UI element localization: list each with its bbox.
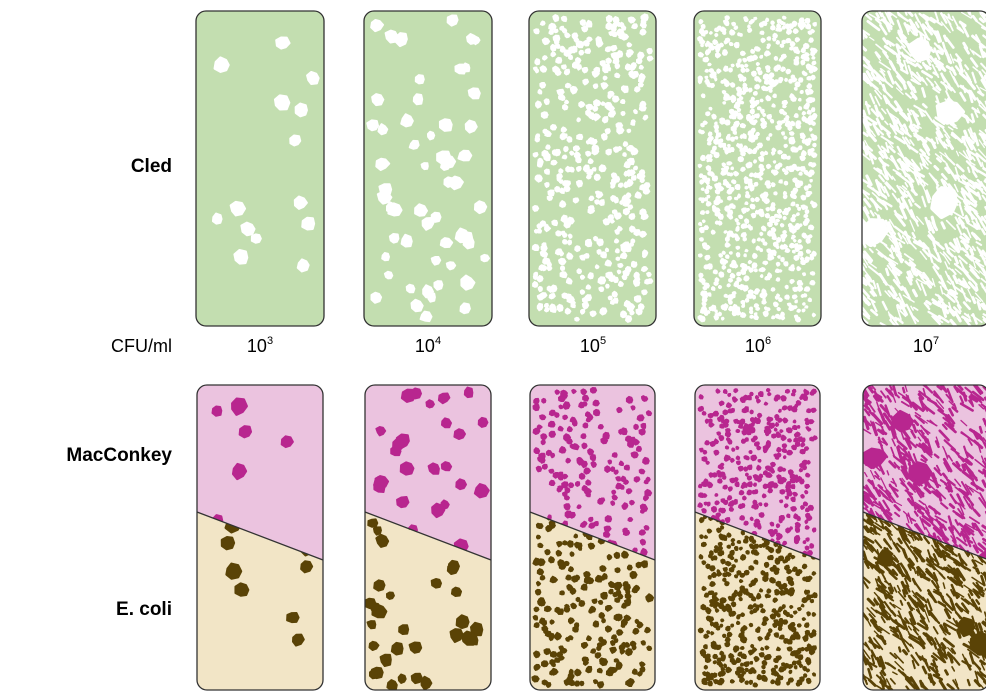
- concentration-label-5: 107: [912, 335, 940, 357]
- cled-colonies-1: [211, 36, 320, 273]
- row-label-cled: Cled: [130, 156, 172, 177]
- cled-slide-1: [196, 11, 324, 326]
- cled-colonies-3: [531, 13, 654, 323]
- row-label-ecoli: E. coli: [116, 599, 172, 620]
- cfu-unit-label: CFU/ml: [111, 336, 172, 356]
- concentration-label-2: 104: [414, 335, 442, 357]
- row-label-macconkey: MacConkey: [66, 445, 172, 466]
- cled-colonies-2: [366, 14, 490, 323]
- cled-slide-4: [694, 11, 821, 326]
- concentration-label-3: 105: [579, 335, 607, 357]
- concentration-label-1: 103: [246, 335, 274, 357]
- concentration-label-4: 106: [744, 335, 772, 357]
- cled-colonies-4: [697, 15, 818, 323]
